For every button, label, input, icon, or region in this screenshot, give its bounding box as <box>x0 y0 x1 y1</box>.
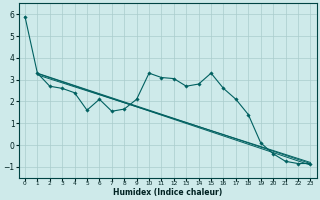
X-axis label: Humidex (Indice chaleur): Humidex (Indice chaleur) <box>113 188 222 197</box>
